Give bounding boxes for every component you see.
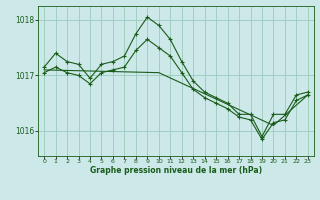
X-axis label: Graphe pression niveau de la mer (hPa): Graphe pression niveau de la mer (hPa) bbox=[90, 166, 262, 175]
